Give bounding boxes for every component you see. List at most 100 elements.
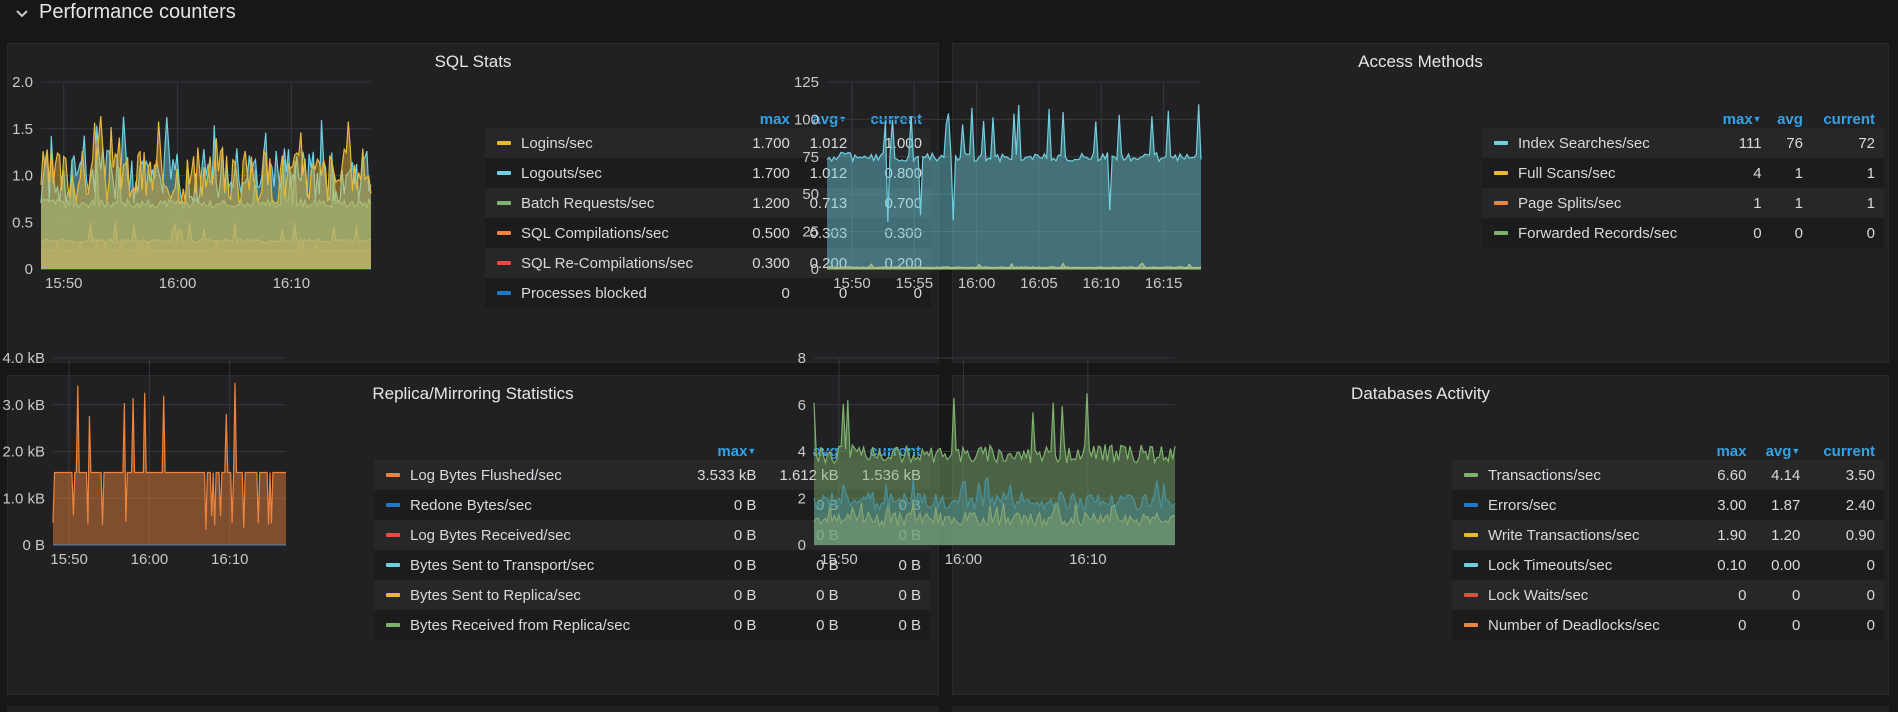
x-tick-label: 16:00 — [131, 551, 169, 568]
series-color-icon[interactable] — [497, 170, 511, 175]
legend-series[interactable]: Batch Requests/sec — [485, 188, 742, 218]
legend-row[interactable]: Transactions/sec 6.60 4.14 3.50 — [1452, 460, 1884, 490]
legend-header-avg[interactable]: avg — [1777, 111, 1803, 128]
legend-row[interactable]: Log Bytes Flushed/sec 3.533 kB 1.612 kB 1.5… — [374, 460, 930, 490]
legend-header-max[interactable]: max▼ — [1722, 111, 1762, 128]
series-color-icon[interactable] — [497, 140, 511, 145]
series-line[interactable] — [40, 222, 372, 244]
legend-row[interactable]: Write Transactions/sec 1.90 1.20 0.90 — [1452, 520, 1884, 550]
legend-header-avg[interactable]: avg — [812, 443, 839, 460]
legend-header-max[interactable]: max — [759, 111, 790, 128]
panel-title[interactable]: Access Methods — [1358, 52, 1483, 71]
series-color-icon[interactable] — [386, 472, 400, 477]
legend-series[interactable]: Transactions/sec — [1452, 460, 1708, 490]
legend-series[interactable]: Log Bytes Flushed/sec — [374, 460, 684, 490]
legend-series[interactable]: Full Scans/sec — [1482, 158, 1714, 188]
legend-header-current[interactable]: current — [1823, 111, 1875, 128]
series-line[interactable] — [813, 476, 1176, 512]
legend-series[interactable]: Page Splits/sec — [1482, 188, 1714, 218]
series-color-icon[interactable] — [1494, 230, 1508, 235]
legend-series[interactable]: Index Searches/sec — [1482, 128, 1714, 158]
legend-series[interactable]: Lock Waits/sec — [1452, 580, 1708, 610]
legend-row[interactable]: Processes blocked 0 0 0 — [485, 278, 931, 308]
series-color-icon[interactable] — [1464, 532, 1478, 537]
series-color-icon[interactable] — [1464, 592, 1478, 597]
legend-series[interactable]: Logouts/sec — [485, 158, 742, 188]
legend-series[interactable]: Number of Deadlocks/sec — [1452, 610, 1708, 640]
legend-row[interactable]: Forwarded Records/sec 0 0 0 — [1482, 218, 1884, 248]
legend-series[interactable]: Bytes Received from Replica/sec — [374, 610, 684, 640]
y-tick-label: 4 — [798, 444, 806, 461]
legend-row[interactable]: Errors/sec 3.00 1.87 2.40 — [1452, 490, 1884, 520]
series-line[interactable] — [41, 240, 371, 251]
legend-series[interactable]: Bytes Sent to Transport/sec — [374, 550, 684, 580]
series-color-icon[interactable] — [386, 592, 400, 597]
series-color-icon[interactable] — [497, 230, 511, 235]
panel-title[interactable]: Replica/Mirroring Statistics — [372, 384, 574, 403]
series-color-icon[interactable] — [386, 562, 400, 567]
legend-row[interactable]: Index Searches/sec 111 76 72 — [1482, 128, 1884, 158]
legend-series[interactable]: SQL Re-Compilations/sec — [485, 248, 742, 278]
legend-row[interactable]: Page Splits/sec 1 1 1 — [1482, 188, 1884, 218]
y-tick-label: 75 — [802, 149, 819, 166]
legend-header-avg[interactable]: avg▼ — [1765, 443, 1801, 460]
series-color-icon[interactable] — [386, 532, 400, 537]
legend-row[interactable]: Full Scans/sec 4 1 1 — [1482, 158, 1884, 188]
panel-title[interactable]: SQL Stats — [434, 52, 512, 71]
series-color-icon[interactable] — [386, 622, 400, 627]
legend-series[interactable]: Bytes Sent to Replica/sec — [374, 580, 684, 610]
series-line[interactable] — [40, 157, 372, 210]
series-color-icon[interactable] — [497, 290, 511, 295]
legend-value-max: 0 B — [683, 550, 766, 580]
legend-header-current[interactable]: current — [1823, 443, 1875, 460]
row-header[interactable]: Performance counters — [0, 0, 1898, 30]
legend-series[interactable]: Write Transactions/sec — [1452, 520, 1708, 550]
legend-value-current: 0.700 — [856, 188, 931, 218]
series-color-icon[interactable] — [1494, 200, 1508, 205]
series-color-icon[interactable] — [1464, 472, 1478, 477]
legend-row[interactable]: Batch Requests/sec 1.200 0.713 0.700 — [485, 188, 931, 218]
series-color-icon[interactable] — [1464, 502, 1478, 507]
legend-header-max[interactable]: max — [1716, 443, 1747, 460]
legend-row[interactable]: SQL Re-Compilations/sec 0.300 0.200 0.200 — [485, 248, 931, 278]
series-line[interactable] — [40, 115, 372, 205]
series-color-icon[interactable] — [386, 502, 400, 507]
sql-stats-graph[interactable]: 0 0.5 1.0 1.5 2.0 15:50 16:00 16:10 — [8, 44, 940, 364]
legend-value-avg: 1.20 — [1755, 520, 1810, 550]
legend-series[interactable]: Redone Bytes/sec — [374, 490, 684, 520]
legend-series[interactable]: SQL Compilations/sec — [485, 218, 742, 248]
legend-row[interactable]: Logins/sec 1.700 1.012 1.000 — [485, 128, 931, 158]
legend-series[interactable]: Forwarded Records/sec — [1482, 218, 1714, 248]
legend-series[interactable]: Logins/sec — [485, 128, 742, 158]
legend-series[interactable]: Errors/sec — [1452, 490, 1708, 520]
series-color-icon[interactable] — [497, 200, 511, 205]
series-color-icon[interactable] — [1464, 562, 1478, 567]
series-color-icon[interactable] — [497, 260, 511, 265]
chevron-down-icon[interactable] — [14, 6, 30, 22]
legend-value-current: 0.300 — [856, 218, 931, 248]
panel-title[interactable]: Databases Activity — [1351, 384, 1490, 403]
legend-row[interactable]: Lock Waits/sec 0 0 0 — [1452, 580, 1884, 610]
legend-row[interactable]: SQL Compilations/sec 0.500 0.303 0.300 — [485, 218, 931, 248]
series-color-icon[interactable] — [1494, 140, 1508, 145]
replica-mirroring-graph[interactable]: 0 B 1.0 kB 2.0 kB 3.0 kB 4.0 kB 15:50 16:00 16:… — [2, 350, 940, 696]
legend-series[interactable]: Processes blocked — [485, 278, 742, 308]
series-line[interactable] — [52, 382, 286, 530]
series-color-icon[interactable] — [1464, 622, 1478, 627]
legend-series[interactable]: Lock Timeouts/sec — [1452, 550, 1708, 580]
series-line[interactable] — [826, 262, 1202, 269]
series-line[interactable] — [813, 393, 1176, 465]
databases-activity-graph[interactable]: 0 2 4 6 8 15:50 16:00 16:10 — [798, 350, 1890, 696]
legend-series[interactable]: Log Bytes Received/sec — [374, 520, 684, 550]
legend-header-current[interactable]: current — [870, 111, 922, 128]
series-color-icon[interactable] — [1494, 170, 1508, 175]
series-line[interactable] — [826, 104, 1202, 223]
legend-header-max[interactable]: max▼ — [717, 443, 757, 460]
legend-row[interactable]: Number of Deadlocks/sec 0 0 0 — [1452, 610, 1884, 640]
next-row-panels — [7, 706, 1891, 712]
legend-row[interactable]: Lock Timeouts/sec 0.10 0.00 0 — [1452, 550, 1884, 580]
